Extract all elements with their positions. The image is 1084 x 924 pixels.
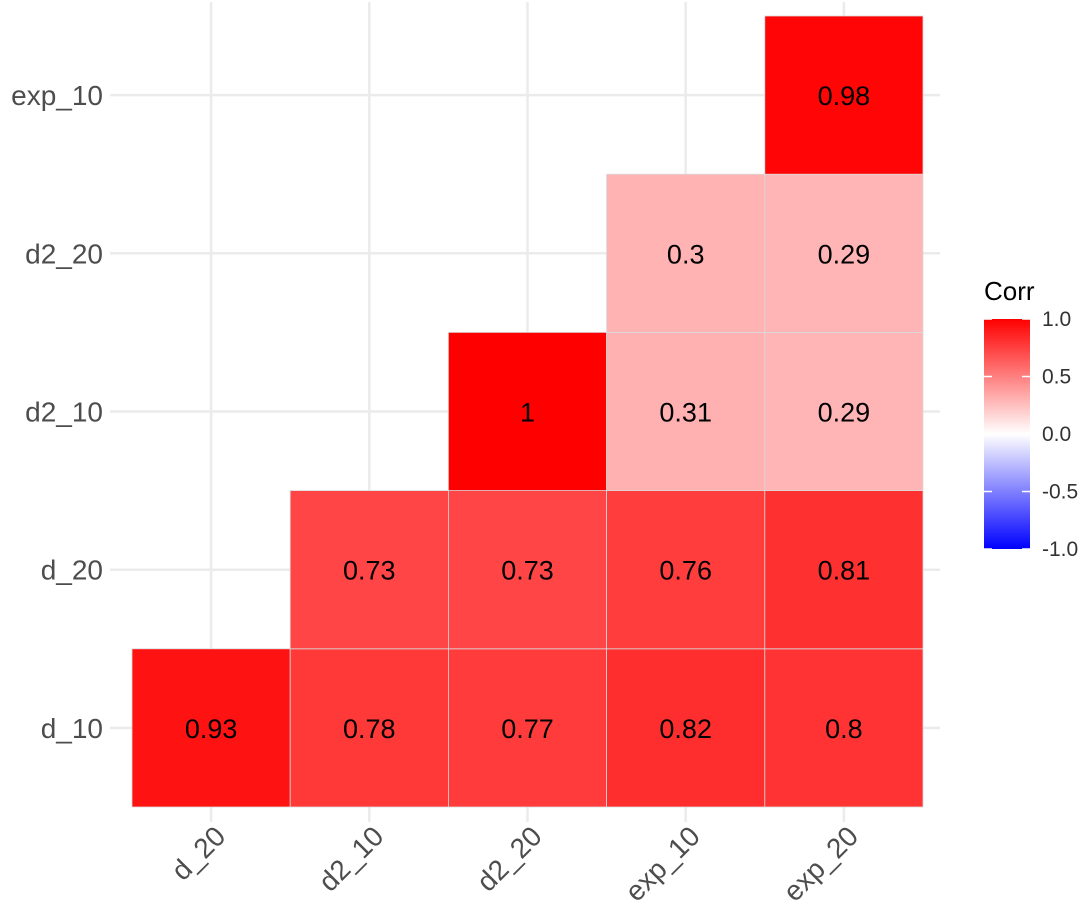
cell-value-label: 0.29: [818, 239, 871, 269]
legend: Corr 1.0 0.5 0.0 -0.5 -1.0: [984, 276, 1078, 561]
cell-value-label: 0.81: [818, 556, 871, 586]
heatmap-cell: [764, 15, 924, 175]
heatmap-cell: [447, 331, 607, 491]
y-tick-label: d_10: [41, 713, 103, 744]
x-tick-label: d2_10: [313, 820, 390, 897]
y-axis: d_10 d_20 d2_10 d2_20 exp_10: [11, 80, 103, 744]
cell-value-label: 0.31: [659, 398, 712, 428]
y-tick-label: d_20: [41, 555, 103, 586]
heatmap-cell: [764, 331, 924, 491]
heatmap-cell: [764, 648, 924, 808]
cell-value-label: 0.98: [818, 81, 871, 111]
cell-value-label: 0.29: [818, 398, 871, 428]
heatmap-cell: [764, 490, 924, 650]
legend-tick-label: 0.0: [1042, 423, 1071, 446]
cell-value-label: 0.8: [825, 714, 863, 744]
heatmap-cell: [606, 648, 766, 808]
cell-value-label: 0.3: [667, 239, 705, 269]
cell-value-label: 0.77: [501, 714, 554, 744]
cell-value-label: 0.73: [343, 556, 396, 586]
heatmap-cell: [606, 173, 766, 333]
cell-value-label: 0.82: [659, 714, 712, 744]
legend-ticks: 1.0 0.5 0.0 -0.5 -1.0: [984, 308, 1078, 561]
cell-value-label: 0.78: [343, 714, 396, 744]
x-tick-label: d2_20: [471, 820, 548, 897]
x-tick-label: exp_10: [619, 820, 706, 907]
legend-tick-label: -0.5: [1042, 481, 1078, 504]
heatmap-cell: [447, 648, 607, 808]
legend-title: Corr: [984, 276, 1035, 306]
x-tick-label: exp_20: [777, 820, 864, 907]
x-tick-label: d_20: [165, 820, 231, 886]
heatmap-cell: [289, 648, 449, 808]
cell-value-label: 1: [520, 398, 535, 428]
y-tick-label: exp_10: [11, 80, 103, 111]
heatmap-cell: [606, 490, 766, 650]
x-axis: d_20 d2_10 d2_20 exp_10 exp_20: [165, 820, 864, 907]
cell-value-label: 0.73: [501, 556, 554, 586]
cell-value-label: 0.76: [659, 556, 712, 586]
legend-tick-label: 0.5: [1042, 366, 1071, 389]
legend-tick-label: -1.0: [1042, 538, 1078, 561]
heatmap-cell: [289, 490, 449, 650]
y-tick-label: d2_10: [25, 397, 103, 428]
heatmap-cell: [447, 490, 607, 650]
y-tick-label: d2_20: [25, 238, 103, 269]
cell-labels: 0.93 0.78 0.77 0.82 0.8 0.73 0.73 0.76 0.81 1 0.31…: [185, 81, 870, 744]
legend-tick-label: 1.0: [1042, 308, 1071, 331]
cell-value-label: 0.93: [185, 714, 238, 744]
heatmap-cell: [131, 648, 291, 808]
heatmap-cells: [131, 15, 924, 808]
heatmap-cell: [606, 331, 766, 491]
